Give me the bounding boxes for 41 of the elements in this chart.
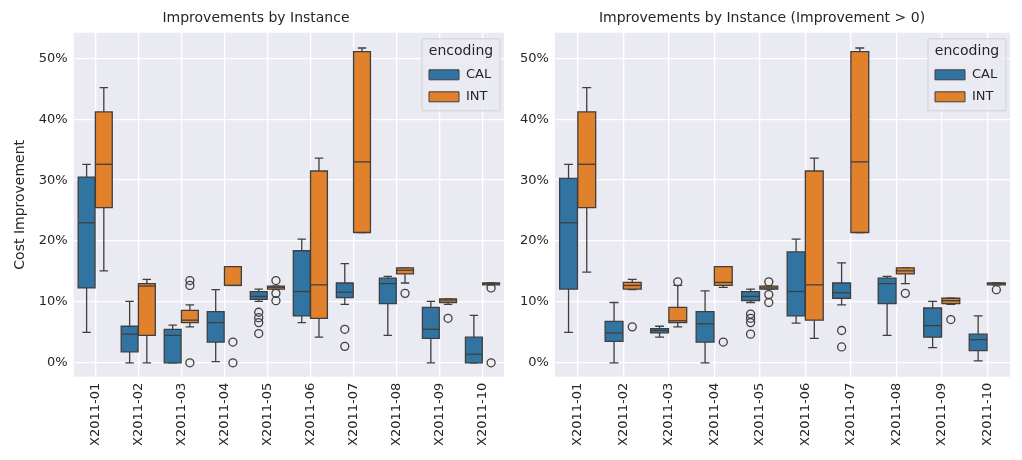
x-tick-label: X2011-04 xyxy=(215,382,231,447)
legend-label: CAL xyxy=(972,66,998,82)
y-tick-label: 40% xyxy=(38,110,68,126)
x-tick-label: X2011-07 xyxy=(842,382,858,447)
y-axis-title: Cost Improvement xyxy=(11,139,28,270)
x-tick-label: X2011-05 xyxy=(258,382,274,447)
legend-title: encoding xyxy=(934,42,1000,59)
chart-title: Improvements by Instance xyxy=(162,9,350,26)
x-tick-label: X2011-08 xyxy=(887,382,903,447)
x-tick-label: X2011-03 xyxy=(172,382,188,447)
x-tick-label: X2011-10 xyxy=(473,382,489,447)
legend-label: INT xyxy=(972,88,994,104)
x-tick-label: X2011-10 xyxy=(978,382,994,447)
y-tick-label: 10% xyxy=(38,293,68,309)
x-tick-label: X2011-05 xyxy=(751,382,767,447)
y-tick-label: 40% xyxy=(519,110,549,126)
x-tick-label: X2011-04 xyxy=(705,382,721,447)
x-tick-label: X2011-09 xyxy=(933,382,949,447)
y-tick-label: 10% xyxy=(519,293,549,309)
x-tick-label: X2011-06 xyxy=(796,382,812,447)
y-tick-label: 20% xyxy=(38,232,68,248)
x-tick-label: X2011-09 xyxy=(430,382,446,447)
legend-label: CAL xyxy=(466,66,492,82)
y-tick-label: 30% xyxy=(38,171,68,187)
x-tick-label: X2011-01 xyxy=(86,382,102,447)
legend-label: INT xyxy=(466,88,488,104)
x-tick-label: X2011-03 xyxy=(660,382,676,447)
y-tick-label: 30% xyxy=(519,171,549,187)
x-tick-label: X2011-08 xyxy=(387,382,403,447)
chart-title: Improvements by Instance (Improvement > 0) xyxy=(598,9,926,26)
x-tick-label: X2011-06 xyxy=(301,382,317,447)
x-tick-label: X2011-02 xyxy=(129,382,145,447)
x-tick-label: X2011-07 xyxy=(344,382,360,447)
y-tick-label: 50% xyxy=(519,49,549,65)
x-tick-label: X2011-01 xyxy=(569,382,585,447)
x-tick-label: X2011-02 xyxy=(614,382,630,447)
y-tick-label: 50% xyxy=(38,49,68,65)
legend-title: encoding xyxy=(428,42,494,59)
y-tick-label: 20% xyxy=(519,232,549,248)
y-tick-label: 0% xyxy=(47,354,68,370)
y-tick-label: 0% xyxy=(528,354,549,370)
